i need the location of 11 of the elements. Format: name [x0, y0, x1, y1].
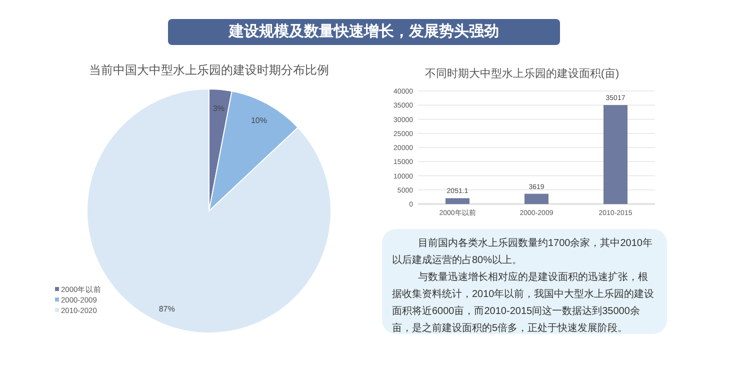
- text: 建设规模及数量快速增长，发展势头强劲: [168, 19, 560, 45]
- data-label: 3%: [212, 104, 225, 113]
- text: 与数量迅速增长相对应的是建设面积的迅速扩张，根据收集资料统计，2010年以前，我国中大型水上乐园的建设面积将近6000亩，而2010-2015间这一数据达到35000余亩，是之前建设面积的5倍多，正处于快速发展阶段。: [392, 270, 656, 336]
- bar: [446, 198, 470, 204]
- chart-title: 当前中国大中型水上乐园的建设时期分布比例: [89, 63, 329, 77]
- data-label: 10%: [250, 116, 267, 126]
- text: 目前国内各类水上乐园数量约1700余家，其中2010年以后建成运营的占80%以上。: [392, 236, 654, 268]
- chart-title: 不同时期大中型水上乐园的建设面积(亩): [424, 67, 620, 80]
- data-label: 87%: [158, 304, 175, 314]
- bar: [524, 194, 548, 204]
- bar: [604, 105, 628, 204]
